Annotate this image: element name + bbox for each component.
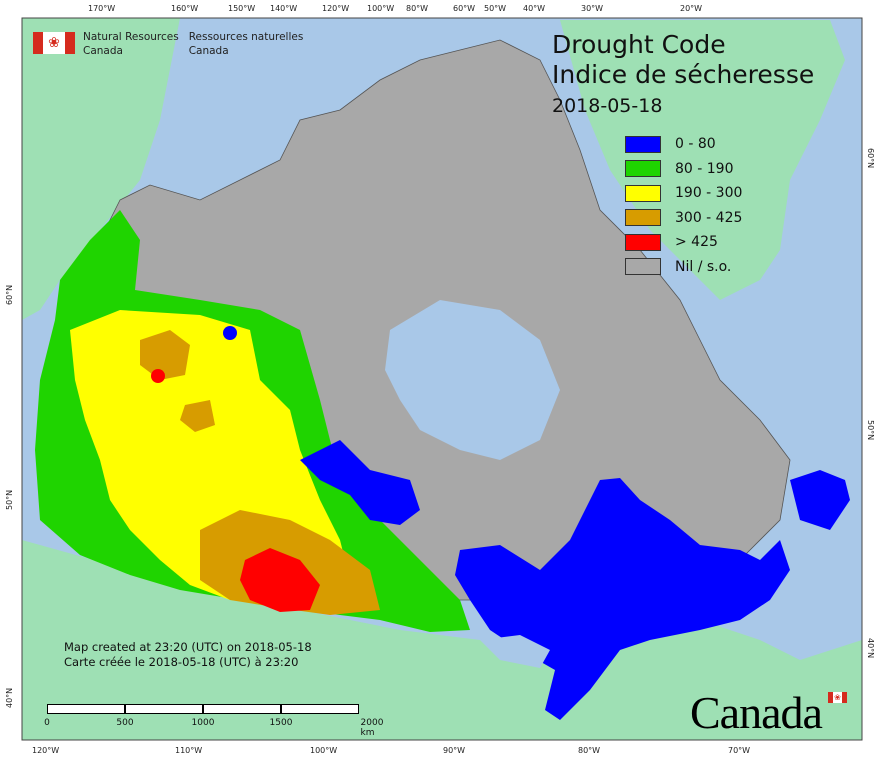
great-lakes <box>480 635 550 668</box>
lat-label-right: 40°N <box>866 638 875 658</box>
map-date: 2018-05-18 <box>552 95 663 117</box>
credits: Map created at 23:20 (UTC) on 2018-05-18… <box>64 640 312 670</box>
scale-bar: 0 500 1000 1500 2000 km <box>44 704 383 738</box>
longitude-labels-bottom: 120°W 110°W 100°W 90°W 80°W 70°W <box>32 746 750 755</box>
legend-swatch <box>625 258 661 276</box>
hudson-bay <box>385 300 560 460</box>
agency-name-en: Natural Resources Canada <box>83 31 179 57</box>
alaska <box>22 18 180 320</box>
blue-newfoundland <box>790 470 850 530</box>
legend-swatch <box>625 233 661 251</box>
lon-label-top: 80°W <box>406 4 428 13</box>
orange-patch-mid <box>180 400 215 432</box>
lon-label-top: 50°W <box>484 4 506 13</box>
lat-label-right: 60°N <box>866 148 875 168</box>
latitude-labels-left: 60°N 50°N 40°N <box>5 285 14 708</box>
lat-label-left: 60°N <box>5 285 14 305</box>
orange-patch-north <box>140 330 190 380</box>
scale-label: 500 <box>116 718 134 728</box>
canada-flag-icon: ❀ <box>33 32 75 54</box>
legend-item: 80 - 190 <box>625 157 742 182</box>
red-spot-north <box>151 369 165 383</box>
scale-label: 0 <box>44 718 50 728</box>
usa <box>22 540 862 740</box>
wordmark-flag-icon: ❀ <box>828 692 847 703</box>
map-title-fr: Indice de sécheresse <box>552 60 815 89</box>
legend-swatch <box>625 209 661 227</box>
legend-swatch <box>625 184 661 202</box>
legend-item: 300 - 425 <box>625 206 742 231</box>
lon-label-top: 60°W <box>453 4 475 13</box>
lon-label-top: 120°W <box>322 4 349 13</box>
lon-label-top: 20°W <box>680 4 702 13</box>
latitude-labels-right: 60°N 50°N 40°N <box>866 148 875 658</box>
lon-label-top: 140°W <box>270 4 297 13</box>
scale-label: 1000 <box>191 718 215 728</box>
lon-label-bottom: 100°W <box>310 746 337 755</box>
credits-en: Map created at 23:20 (UTC) on 2018-05-18 <box>64 640 312 654</box>
blue-central <box>300 440 420 525</box>
legend-item: 190 - 300 <box>625 181 742 206</box>
map-frame <box>21 17 863 741</box>
lon-label-bottom: 80°W <box>578 746 600 755</box>
agency-name-fr: Ressources naturelles Canada <box>188 31 304 57</box>
lat-label-left: 40°N <box>5 688 14 708</box>
scale-label: 2000 km <box>360 718 384 738</box>
west-red <box>240 548 320 612</box>
legend-item: > 425 <box>625 230 742 255</box>
agency-signature: ❀ Natural Resources Canada Ressources na… <box>33 30 303 58</box>
credits-fr: Carte créée le 2018-05-18 (UTC) à 23:20 <box>64 655 299 669</box>
scale-label: 1500 <box>269 718 293 728</box>
lon-label-top: 160°W <box>171 4 198 13</box>
lon-label-top: 100°W <box>367 4 394 13</box>
lon-label-top: 170°W <box>88 4 115 13</box>
legend-item: 0 - 80 <box>625 132 742 157</box>
lat-label-left: 50°N <box>5 490 14 510</box>
legend-swatch <box>625 135 661 153</box>
greenland <box>560 20 845 300</box>
legend-item: Nil / s.o. <box>625 255 742 280</box>
blue-spot-north <box>223 326 237 340</box>
lon-label-bottom: 120°W <box>32 746 59 755</box>
lon-label-bottom: 110°W <box>175 746 202 755</box>
lon-label-bottom: 70°W <box>728 746 750 755</box>
lon-label-top: 40°W <box>523 4 545 13</box>
lon-label-bottom: 90°W <box>443 746 465 755</box>
lat-label-right: 50°N <box>866 420 875 440</box>
legend: 0 - 80 80 - 190 190 - 300 300 - 425 > 42… <box>625 132 742 279</box>
map-title-en: Drought Code <box>552 30 726 59</box>
canada-wordmark: Canada <box>690 687 823 738</box>
lon-label-top: 30°W <box>581 4 603 13</box>
lon-label-top: 150°W <box>228 4 255 13</box>
longitude-labels-top: 170°W 160°W 150°W 140°W 120°W 100°W 80°W… <box>88 4 702 13</box>
legend-swatch <box>625 160 661 178</box>
